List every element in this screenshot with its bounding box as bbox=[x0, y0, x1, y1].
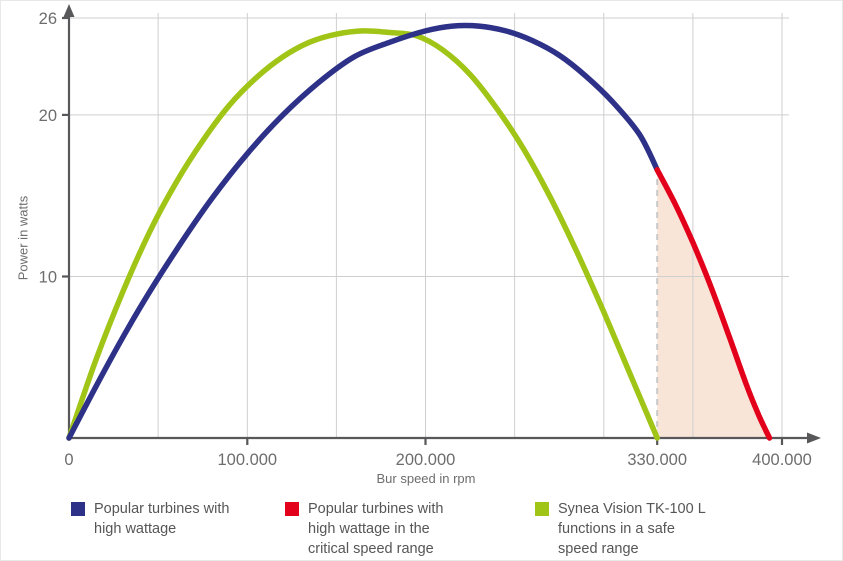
legend-item-high-wattage-turbines: Popular turbines with high wattage bbox=[71, 499, 229, 539]
y-axis-title: Power in watts bbox=[15, 195, 31, 281]
legend-label-critical-range: Popular turbines with high wattage in th… bbox=[308, 501, 444, 557]
svg-text:330.000: 330.000 bbox=[627, 451, 687, 469]
svg-text:20: 20 bbox=[39, 107, 57, 125]
svg-text:400.000: 400.000 bbox=[752, 451, 812, 469]
legend-item-critical-speed-range: Popular turbines with high wattage in th… bbox=[285, 499, 443, 559]
legend-label-high-wattage: Popular turbines with high wattage bbox=[94, 501, 230, 537]
legend-swatch-red bbox=[285, 502, 299, 516]
x-axis-title: Bur speed in rpm bbox=[376, 471, 476, 486]
power-curve-chart: 0 100.000 200.000 330.000 400.000 10 20 26 bbox=[39, 4, 821, 469]
svg-text:0: 0 bbox=[64, 451, 73, 469]
legend-label-synea-vision: Synea Vision TK-100 L functions in a saf… bbox=[558, 501, 706, 557]
svg-text:200.000: 200.000 bbox=[396, 451, 456, 469]
svg-text:10: 10 bbox=[39, 269, 57, 287]
legend-swatch-green bbox=[535, 502, 549, 516]
legend-item-synea-vision: Synea Vision TK-100 L functions in a saf… bbox=[535, 499, 706, 559]
legend-swatch-blue bbox=[71, 502, 85, 516]
svg-text:26: 26 bbox=[39, 10, 57, 28]
svg-text:100.000: 100.000 bbox=[217, 451, 277, 469]
